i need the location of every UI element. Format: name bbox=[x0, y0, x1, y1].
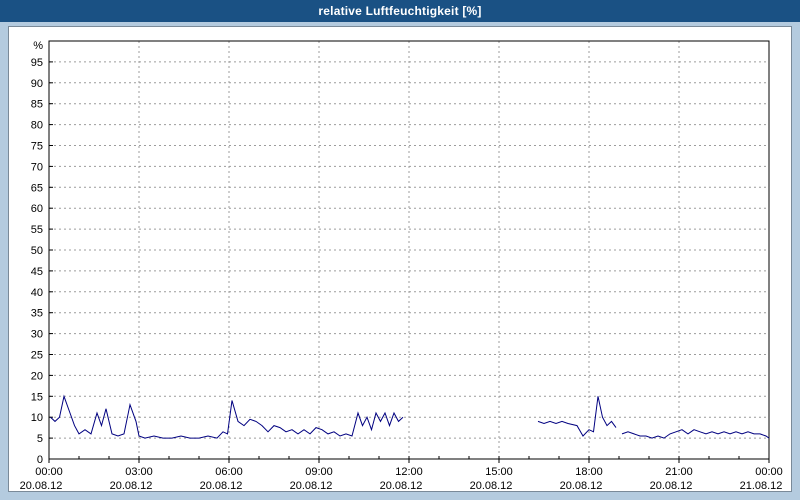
y-tick-label: 75 bbox=[31, 141, 43, 153]
x-tick-date-label: 20.08.12 bbox=[20, 480, 63, 491]
y-tick-label: 85 bbox=[31, 99, 43, 111]
x-tick-time-label: 00:00 bbox=[755, 466, 783, 478]
x-tick-date-label: 20.08.12 bbox=[560, 480, 603, 491]
x-tick-date-label: 20.08.12 bbox=[650, 480, 693, 491]
y-tick-label: 35 bbox=[31, 308, 43, 320]
x-tick-date-label: 20.08.12 bbox=[470, 480, 513, 491]
humidity-chart: 0 5 10 15 20 25 30 35 40 45 50 55 60 65 70 75 80 85 90 95% 0… bbox=[20, 40, 783, 491]
title-bar: relative Luftfeuchtigkeit [%] bbox=[0, 0, 800, 22]
y-tick-label: 90 bbox=[31, 78, 43, 90]
x-tick-date-label: 20.08.12 bbox=[380, 480, 423, 491]
x-tick-time-label: 21:00 bbox=[665, 466, 693, 478]
x-tick-date-label: 21.08.12 bbox=[740, 480, 783, 491]
y-tick-label: 70 bbox=[31, 161, 43, 173]
y-tick-label: 30 bbox=[31, 329, 43, 341]
y-tick-label: 10 bbox=[31, 412, 43, 424]
y-tick-label: 20 bbox=[31, 370, 43, 382]
humidity-series-line bbox=[537, 396, 617, 437]
x-tick-time-label: 06:00 bbox=[215, 466, 243, 478]
x-tick-time-label: 15:00 bbox=[485, 466, 513, 478]
y-tick-label: 5 bbox=[37, 433, 43, 445]
x-tick-time-label: 09:00 bbox=[305, 466, 333, 478]
y-tick-label: 0 bbox=[37, 454, 43, 466]
x-tick-date-label: 20.08.12 bbox=[200, 480, 243, 491]
y-tick-label: 60 bbox=[31, 203, 43, 215]
y-tick-label: 95 bbox=[31, 57, 43, 69]
x-tick-date-label: 20.08.12 bbox=[290, 480, 333, 491]
x-tick-time-label: 18:00 bbox=[575, 466, 603, 478]
y-tick-label: 25 bbox=[31, 350, 43, 362]
y-tick-label: 80 bbox=[31, 120, 43, 132]
x-tick-time-label: 12:00 bbox=[395, 466, 423, 478]
y-tick-label: 15 bbox=[31, 391, 43, 403]
humidity-series-line bbox=[50, 394, 404, 439]
y-tick-label: 50 bbox=[31, 245, 43, 257]
x-tick-time-label: 00:00 bbox=[35, 466, 63, 478]
x-tick-date-label: 20.08.12 bbox=[110, 480, 153, 491]
page-title: relative Luftfeuchtigkeit [%] bbox=[318, 4, 482, 18]
y-tick-label: 40 bbox=[31, 287, 43, 299]
y-tick-label: 55 bbox=[31, 224, 43, 236]
y-axis-unit-label: % bbox=[33, 40, 43, 52]
humidity-series-line bbox=[621, 429, 770, 439]
x-tick-time-label: 03:00 bbox=[125, 466, 153, 478]
y-tick-label: 65 bbox=[31, 182, 43, 194]
chart-panel: 0 5 10 15 20 25 30 35 40 45 50 55 60 65 70 75 80 85 90 95% 0… bbox=[8, 26, 792, 492]
y-tick-label: 45 bbox=[31, 266, 43, 278]
